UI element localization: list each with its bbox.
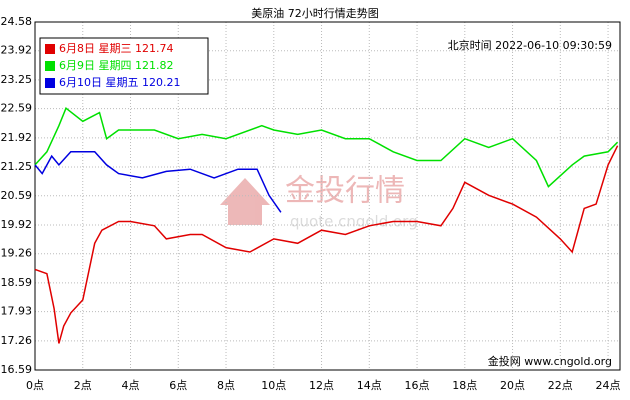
y-tick-label: 117.93 — [0, 305, 32, 318]
x-tick-label: 4点 — [122, 379, 140, 392]
legend-label: 6月8日 星期三 121.74 — [59, 42, 173, 55]
y-tick-label: 120.59 — [0, 189, 32, 202]
x-tick-label: 8点 — [217, 379, 235, 392]
series-line — [34, 145, 619, 344]
x-tick-label: 2点 — [74, 379, 92, 392]
y-tick-label: 116.59 — [0, 363, 32, 376]
x-tick-label: 20点 — [500, 379, 525, 392]
x-tick-label: 16点 — [405, 379, 430, 392]
y-tick-label: 121.25 — [0, 160, 32, 173]
legend-swatch — [45, 78, 55, 88]
x-tick-label: 22点 — [548, 379, 573, 392]
source: 金投网 www.cngold.org — [488, 354, 612, 368]
chart-title: 美原油 72小时行情走势图 — [251, 6, 379, 20]
y-tick-label: 123.25 — [0, 73, 32, 86]
x-tick-label: 12点 — [309, 379, 334, 392]
series-line — [34, 151, 282, 213]
y-tick-label: 121.92 — [0, 131, 32, 144]
legend-label: 6月9日 星期四 121.82 — [59, 59, 173, 72]
y-tick-label: 119.92 — [0, 218, 32, 231]
timestamp: 北京时间 2022-06-10 09:30:59 — [448, 38, 612, 52]
x-tick-label: 6点 — [169, 379, 187, 392]
legend-label: 6月10日 星期五 120.21 — [59, 76, 180, 89]
legend: 6月8日 星期三 121.74 6月9日 星期四 121.82 6月10日 星期五 … — [39, 37, 209, 95]
x-tick-label: 24点 — [596, 379, 621, 392]
y-tick-label: 122.59 — [0, 102, 32, 115]
y-tick-label: 119.26 — [0, 247, 32, 260]
x-tick-label: 10点 — [261, 379, 286, 392]
series-line — [34, 106, 619, 188]
watermark-logo — [220, 178, 270, 225]
legend-box — [39, 37, 209, 95]
y-tick-label: 124.58 — [0, 15, 32, 28]
y-tick-label: 123.92 — [0, 44, 32, 57]
legend-swatch — [45, 44, 55, 54]
x-tick-label: 0点 — [26, 379, 44, 392]
x-tick-label: 18点 — [452, 379, 477, 392]
watermark-text: 金投行情 — [285, 174, 405, 209]
y-tick-label: 118.59 — [0, 276, 32, 289]
y-tick-label: 117.26 — [0, 334, 32, 347]
legend-swatch — [45, 61, 55, 71]
x-tick-label: 14点 — [357, 379, 382, 392]
plot-frame — [34, 21, 621, 371]
